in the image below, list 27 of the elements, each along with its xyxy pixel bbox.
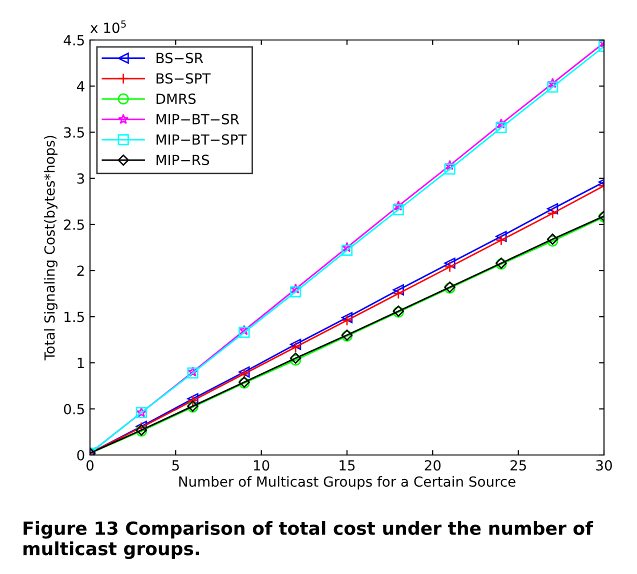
x-tick-label: 25 bbox=[510, 460, 526, 471]
y-tick-label: 0 bbox=[77, 450, 84, 460]
legend-label: BS−SR bbox=[156, 52, 204, 64]
x-tick-label: 30 bbox=[596, 460, 612, 471]
x-tick-label: 15 bbox=[340, 460, 355, 471]
x-tick-label: 5 bbox=[172, 460, 179, 471]
x-tick-label: 0 bbox=[86, 460, 94, 471]
y-tick-label: 1.5 bbox=[64, 312, 84, 322]
legend-label: DMRS bbox=[156, 94, 196, 104]
y-tick-label: 3.5 bbox=[64, 127, 84, 138]
legend-label: MIP−RS bbox=[156, 154, 210, 166]
y-tick-label: 4.5 bbox=[64, 35, 84, 46]
text: x 10$^{5}$ bbox=[90, 20, 126, 34]
x-tick-label: 10 bbox=[254, 460, 270, 471]
x-tick-label: 20 bbox=[424, 460, 441, 471]
caption: Figure 13 Comparison of total cost under the number of multicast groups. bbox=[24, 521, 594, 559]
legend-label: MIP−BT−SR bbox=[156, 114, 240, 124]
legend-label: MIP−BT−SPT bbox=[156, 134, 247, 145]
y-tick-label: 0.5 bbox=[64, 404, 84, 414]
y-tick-label: 1 bbox=[78, 358, 84, 368]
x-axis-title: Number of Multicast Groups for a Certain Source bbox=[179, 476, 516, 490]
y-tick-label: 2 bbox=[77, 266, 84, 276]
legend-label: BS−SPT bbox=[156, 73, 211, 84]
y-tick-label: 4 bbox=[76, 81, 84, 92]
y-axis-title: Total Signaling Cost(bytes*hops) bbox=[44, 136, 58, 360]
y-tick-label: 2.5 bbox=[64, 219, 84, 230]
y-tick-label: 3 bbox=[77, 173, 84, 184]
